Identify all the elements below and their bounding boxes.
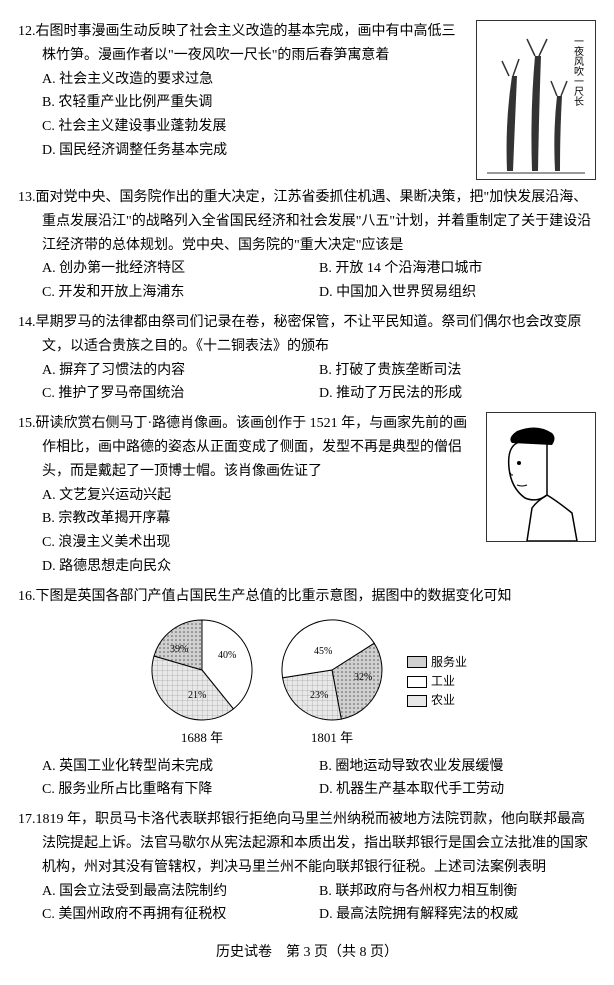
option-b: B. 打破了贵族垄断司法 <box>319 359 596 383</box>
option-a: A. 摒弃了习惯法的内容 <box>42 359 319 383</box>
option-b: B. 开放 14 个沿海港口城市 <box>319 257 596 281</box>
option-d: D. 机器生产基本取代手工劳动 <box>319 778 596 802</box>
question-15: 15.研读欣赏右侧马丁·路德肖像画。该画创作于 1521 年，与画家先前的画作相… <box>18 412 596 579</box>
option-b: B. 圈地运动导致农业发展缓慢 <box>319 755 596 779</box>
page-footer: 历史试卷 第 3 页（共 8 页） <box>18 941 596 965</box>
svg-text:32%: 32% <box>354 672 372 683</box>
options: A. 创办第一批经济特区 B. 开放 14 个沿海港口城市 C. 开发和开放上海… <box>18 257 596 305</box>
options: A. 英国工业化转型尚未完成 B. 圈地运动导致农业发展缓慢 C. 服务业所占比… <box>18 755 596 803</box>
pie-1688: 40% 21% 39% 1688 年 <box>147 615 257 749</box>
option-a: A. 国会立法受到最高法院制约 <box>42 880 319 904</box>
option-a: A. 英国工业化转型尚未完成 <box>42 755 319 779</box>
question-13: 13.面对党中央、国务院作出的重大决定，江苏省委抓住机遇、果断决策，把"加快发展… <box>18 186 596 305</box>
options: A. 摒弃了习惯法的内容 B. 打破了贵族垄断司法 C. 推护了罗马帝国统治 D… <box>18 359 596 407</box>
pie-year-label: 1801 年 <box>277 727 387 749</box>
option-d: D. 路德思想走向民众 <box>42 555 596 579</box>
question-text: 14.早期罗马的法律都由祭司们记录在卷，秘密保管，不让平民知道。祭司们偶尔也会改… <box>18 311 596 359</box>
question-text: 13.面对党中央、国务院作出的重大决定，江苏省委抓住机遇、果断决策，把"加快发展… <box>18 186 596 257</box>
option-d: D. 推动了万民法的形成 <box>319 382 596 406</box>
option-b: B. 联邦政府与各州权力相互制衡 <box>319 880 596 904</box>
svg-text:23%: 23% <box>310 690 328 701</box>
pie-1801: 32% 23% 45% 1801 年 <box>277 615 387 749</box>
svg-text:21%: 21% <box>188 690 206 701</box>
option-c: C. 开发和开放上海浦东 <box>42 281 319 305</box>
question-16: 16.下图是英国各部门产值占国民生产总值的比重示意图，据图中的数据变化可知 <box>18 585 596 802</box>
svg-text:45%: 45% <box>314 646 332 657</box>
question-12: 一夜风吹一尺长 12.右图时事漫画生动反映了社会主义改造的基本完成，画中有中高低… <box>18 20 596 180</box>
option-d: D. 中国加入世界贸易组织 <box>319 281 596 305</box>
image-caption: 一夜风吹一尺长 <box>572 36 584 106</box>
svg-text:39%: 39% <box>170 644 188 655</box>
legend-industry: 工业 <box>407 672 467 691</box>
chart-legend: 服务业 工业 农业 <box>407 653 467 711</box>
pie-charts: 40% 21% 39% 1688 年 <box>18 615 596 749</box>
option-a: A. 创办第一批经济特区 <box>42 257 319 281</box>
legend-services: 服务业 <box>407 653 467 672</box>
question-text: 17.1819 年，职员马卡洛代表联邦银行拒绝向马里兰州纳税而被地方法院罚款，他… <box>18 808 596 879</box>
option-d: D. 最高法院拥有解释宪法的权威 <box>319 903 596 927</box>
legend-agriculture: 农业 <box>407 691 467 710</box>
luther-portrait-image <box>486 412 596 542</box>
option-c: C. 服务业所占比重略有下降 <box>42 778 319 802</box>
option-c: C. 推护了罗马帝国统治 <box>42 382 319 406</box>
question-14: 14.早期罗马的法律都由祭司们记录在卷，秘密保管，不让平民知道。祭司们偶尔也会改… <box>18 311 596 406</box>
pie-year-label: 1688 年 <box>147 727 257 749</box>
question-17: 17.1819 年，职员马卡洛代表联邦银行拒绝向马里兰州纳税而被地方法院罚款，他… <box>18 808 596 927</box>
bamboo-cartoon-image: 一夜风吹一尺长 <box>476 20 596 180</box>
question-text: 16.下图是英国各部门产值占国民生产总值的比重示意图，据图中的数据变化可知 <box>18 585 596 609</box>
svg-text:40%: 40% <box>218 650 236 661</box>
option-c: C. 美国州政府不再拥有征税权 <box>42 903 319 927</box>
